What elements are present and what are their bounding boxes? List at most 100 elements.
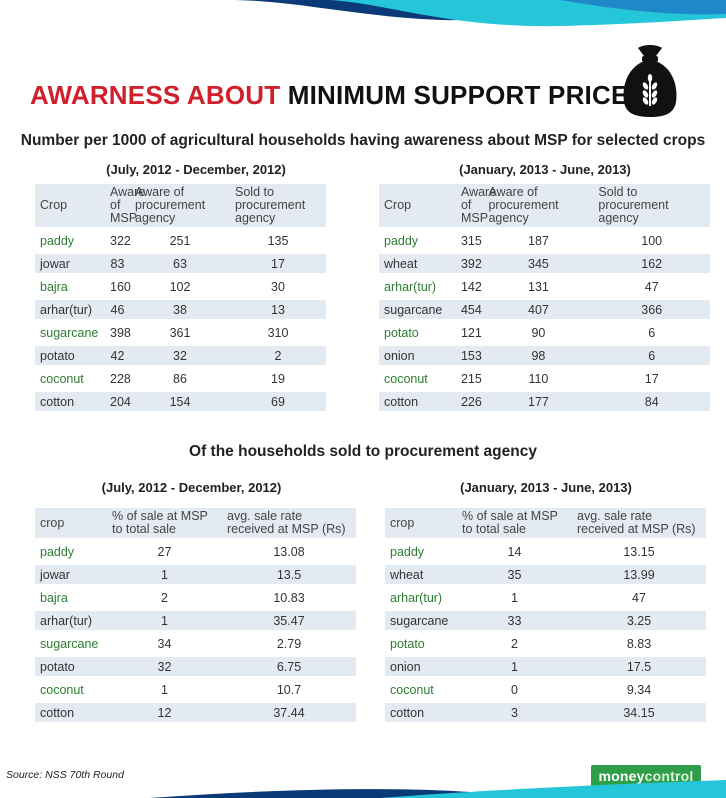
value-cell: 110 (528, 371, 549, 386)
crop-name-cell: coconut (40, 682, 84, 697)
value-cell: 0 (511, 682, 518, 697)
value-cell: 10.7 (276, 682, 302, 697)
col-header: crop (385, 508, 457, 538)
table-row: arhar(tur) 142 131 47 (379, 277, 710, 296)
value-cell: 37.44 (222, 703, 356, 722)
col-header: Crop (379, 184, 456, 227)
crop-name-cell: potato (384, 325, 419, 340)
table-row: sugarcane 398 361 310 (35, 323, 356, 342)
value-cell: 2.79 (276, 636, 302, 651)
crop-name-cell: sugarcane (379, 300, 456, 319)
crop-name-cell: bajra (40, 590, 68, 605)
value-cell: 19 (271, 371, 285, 386)
value-cell: 310 (267, 325, 289, 340)
value-cell: 2 (161, 590, 168, 605)
value-cell: 9.34 (626, 682, 652, 697)
crop-name-cell: paddy (390, 544, 425, 559)
value-cell: 13.99 (572, 565, 706, 584)
value-cell: 131 (528, 279, 549, 294)
col-header: Aware of MSP (105, 184, 145, 227)
value-cell: 154 (130, 392, 230, 411)
title-highlight: AWARNESS ABOUT (30, 80, 281, 110)
value-cell: 13.5 (222, 565, 356, 584)
table-row: cotton 12 37.44 (35, 703, 356, 722)
value-cell: 47 (644, 279, 659, 294)
logo-part-money: money (598, 768, 645, 784)
value-cell: 34 (157, 636, 172, 651)
value-cell: 215 (460, 371, 482, 386)
value-cell: 30 (271, 279, 285, 294)
table-row: cotton 3 34.15 (385, 703, 706, 722)
table-sales-2013: crop % of sale at MSP to total sale avg.… (385, 504, 706, 726)
value-cell: 17 (230, 254, 326, 273)
value-cell: 34.15 (572, 703, 706, 722)
value-cell: 135 (267, 233, 289, 248)
table-awareness-2012: Crop Aware of MSP Aware of procurement a… (35, 180, 356, 415)
value-cell: 32 (107, 657, 222, 676)
value-cell: 84 (593, 392, 710, 411)
logo-part-control: control (644, 768, 694, 784)
table-row: paddy 315 187 100 (379, 231, 710, 250)
value-cell: 187 (528, 233, 549, 248)
table-row: coconut 1 10.7 (35, 680, 356, 699)
crop-name-cell: arhar(tur) (384, 279, 437, 294)
table-row: onion 1 17.5 (385, 657, 706, 676)
crop-name-cell: sugarcane (385, 611, 457, 630)
table-row: arhar(tur) 1 47 (385, 588, 706, 607)
crop-name-cell: paddy (40, 544, 75, 559)
value-cell: 160 (110, 279, 131, 294)
value-cell: 13.08 (273, 544, 305, 559)
crop-name-cell: potato (35, 346, 105, 365)
value-cell: 392 (455, 254, 484, 273)
col-header: crop (35, 508, 107, 538)
table-row: potato 32 6.75 (35, 657, 356, 676)
value-cell: 6 (648, 325, 656, 340)
value-cell: 3 (457, 703, 572, 722)
value-cell: 2 (230, 346, 326, 365)
table-awareness-2013: Crop Aware of MSP Aware of procurement a… (379, 180, 710, 415)
value-cell: 98 (483, 346, 594, 365)
crop-name-cell: arhar(tur) (35, 611, 107, 630)
value-cell: 38 (130, 300, 230, 319)
value-cell: 153 (455, 346, 484, 365)
value-cell: 142 (460, 279, 482, 294)
value-cell: 1 (107, 565, 222, 584)
table-row: sugarcane 34 2.79 (35, 634, 356, 653)
value-cell: 47 (632, 590, 646, 605)
value-cell: 69 (230, 392, 326, 411)
section2-subtitle: Of the households sold to procurement ag… (189, 443, 537, 460)
crop-name-cell: onion (385, 657, 457, 676)
section1-left-period: (July, 2012 - December, 2012) (106, 162, 286, 177)
col-header: % of sale at MSP to total sale (457, 508, 572, 538)
value-cell: 398 (110, 325, 131, 340)
value-cell: 366 (593, 300, 710, 319)
value-cell: 13.15 (623, 544, 655, 559)
value-cell: 33 (457, 611, 572, 630)
value-cell: 162 (593, 254, 710, 273)
crop-name-cell: arhar(tur) (35, 300, 105, 319)
value-cell: 226 (455, 392, 484, 411)
value-cell: 46 (105, 300, 130, 319)
value-cell: 35.47 (222, 611, 356, 630)
table-row: paddy 27 13.08 (35, 542, 356, 561)
value-cell: 32 (130, 346, 230, 365)
value-cell: 90 (531, 325, 546, 340)
crop-name-cell: coconut (40, 371, 84, 386)
top-wave-decoration (230, 0, 726, 27)
crop-name-cell: bajra (40, 279, 68, 294)
value-cell: 35 (457, 565, 572, 584)
crop-name-cell: wheat (385, 565, 457, 584)
value-cell: 13 (230, 300, 326, 319)
value-cell: 2 (511, 636, 518, 651)
table-row: paddy 322 251 135 (35, 231, 356, 250)
crop-name-cell: wheat (379, 254, 456, 273)
value-cell: 177 (483, 392, 594, 411)
col-header: Sold to procurement agency (230, 184, 326, 227)
crop-name-cell: arhar(tur) (390, 590, 443, 605)
col-header: Aware of MSP (455, 184, 496, 227)
value-cell: 407 (483, 300, 594, 319)
crop-name-cell: sugarcane (40, 636, 99, 651)
value-cell: 228 (110, 371, 131, 386)
value-cell: 17.5 (572, 657, 706, 676)
table-row: paddy 14 13.15 (385, 542, 706, 561)
